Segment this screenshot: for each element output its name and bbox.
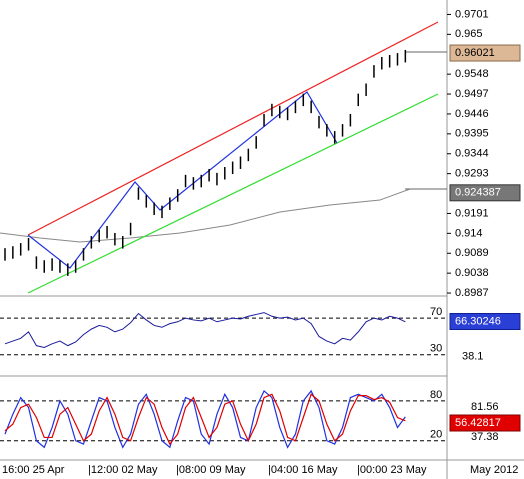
stoch-d [4, 393, 406, 446]
y-tick-label: 0.9293 [455, 168, 489, 180]
x-tick-label: |12:00 02 May [88, 464, 158, 476]
rsi-level-label: 38.1 [462, 351, 483, 363]
zigzag [27, 91, 338, 269]
stoch-label: 37.38 [471, 431, 499, 443]
stoch-last-label: 56.42817 [455, 417, 501, 429]
rsi-line [4, 312, 406, 348]
ma-value-label: 0.924387 [455, 187, 501, 199]
y-tick-label: 0.9497 [455, 88, 489, 100]
y-tick-label: 70 [430, 306, 442, 318]
y-tick-label: 0.965 [455, 28, 483, 40]
y-tick-label: 30 [430, 343, 442, 355]
last-price-box [449, 44, 521, 62]
ma-value-box [449, 184, 521, 202]
stoch-k [4, 389, 406, 449]
x-tick-label: |04:00 16 May [268, 464, 338, 476]
channel-upper [27, 21, 439, 236]
y-tick-label: 0.8987 [455, 287, 489, 299]
x-tick-label: |00:00 23 May [357, 464, 427, 476]
last-price-label: 0.96021 [455, 47, 495, 59]
stoch-label: 81.56 [471, 401, 499, 413]
y-tick-label: 0.9446 [455, 108, 489, 120]
x-tick-label: May 2012 [470, 464, 518, 476]
x-tick-label: |08:00 09 May [176, 464, 246, 476]
y-tick-label: 0.9344 [455, 148, 489, 160]
y-tick-label: 0.9038 [455, 267, 489, 279]
y-tick-label: 0.9089 [455, 247, 489, 259]
y-tick-label: 0.914 [455, 227, 483, 239]
y-tick-label: 0.9395 [455, 128, 489, 140]
y-tick-label: 0.9701 [455, 8, 489, 20]
moving-average [0, 188, 447, 243]
y-tick-label: 0.9191 [455, 207, 489, 219]
y-tick-label: 20 [430, 429, 442, 441]
y-tick-label: 0.9548 [455, 68, 489, 80]
y-tick-label: 80 [430, 389, 442, 401]
rsi-last-box [449, 312, 521, 330]
rsi-last-label: 66.30246 [455, 315, 501, 327]
channel-lower [27, 93, 439, 294]
x-tick-label: 16:00 25 Apr [2, 464, 65, 476]
stoch-last-box [449, 414, 521, 432]
